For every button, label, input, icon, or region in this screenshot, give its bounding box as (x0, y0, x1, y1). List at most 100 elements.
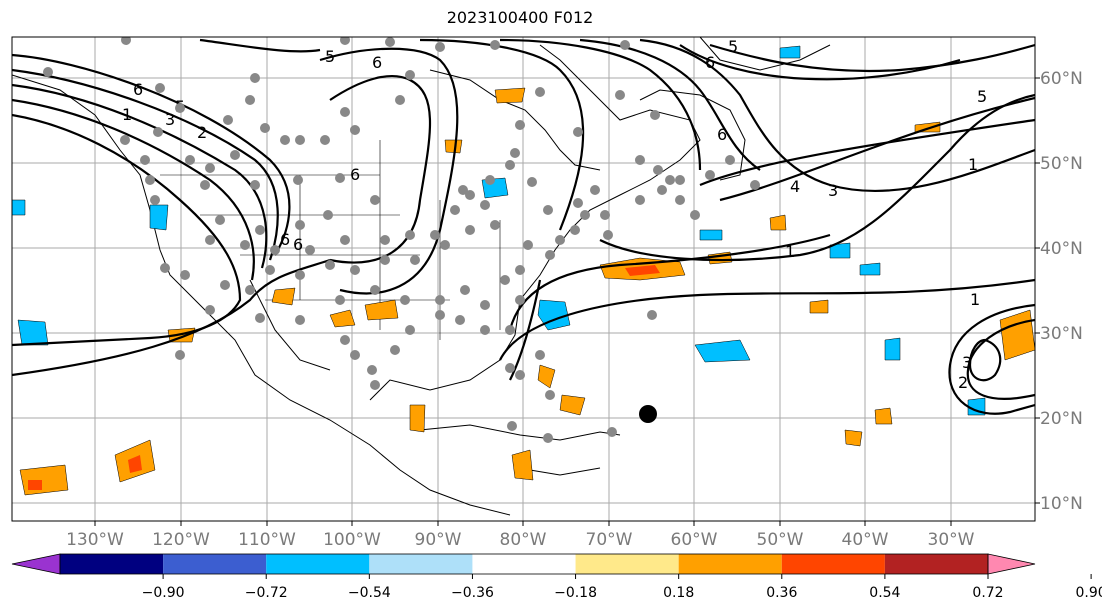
station-dot (705, 170, 715, 180)
station-dot (340, 107, 350, 117)
colorbar-label: 0.72 (972, 585, 1003, 601)
station-dot (405, 70, 415, 80)
colorbar-ticks: −0.90 −0.72 −0.54 −0.36 −0.18 0.18 0.36 0.54 0.7… (142, 574, 1102, 601)
longitude-label: 50°W (757, 530, 804, 550)
station-dot (280, 135, 290, 145)
station-dot (335, 295, 345, 305)
station-dot (185, 155, 195, 165)
colorbar-segment (472, 554, 576, 574)
station-dot (153, 127, 163, 137)
state-borders (160, 140, 501, 340)
station-dot (220, 280, 230, 290)
station-dot (435, 42, 445, 52)
contour-label: 6 (717, 125, 727, 144)
contour-label: 2 (958, 373, 968, 392)
station-dot (215, 215, 225, 225)
station-dot (205, 305, 215, 315)
station-dot (223, 115, 233, 125)
station-dot (543, 205, 553, 215)
longitude-axis: 130°W 120°W 110°W 100°W 90°W 80°W 70°W 60°W 50°W… (66, 521, 975, 550)
storm-center-marker (639, 405, 657, 423)
longitude-label: 110°W (238, 530, 296, 550)
station-dot (515, 120, 525, 130)
station-dot (615, 90, 625, 100)
colorbar (11, 553, 1036, 575)
colorbar-label: 0.18 (663, 585, 694, 601)
station-dot (465, 225, 475, 235)
station-dot (750, 180, 760, 190)
station-dot (160, 263, 170, 273)
longitude-label: 30°W (928, 530, 975, 550)
station-dot (250, 180, 260, 190)
contour-label: 1 (122, 105, 132, 124)
station-dot (390, 345, 400, 355)
station-dot (120, 135, 130, 145)
latitude-label: 50°N (1040, 154, 1083, 174)
station-dot (175, 103, 185, 113)
station-dot (295, 270, 305, 280)
station-dot (150, 195, 160, 205)
station-dot (450, 205, 460, 215)
colorbar-label: −0.54 (348, 585, 391, 601)
station-dot (265, 265, 275, 275)
station-dot (405, 230, 415, 240)
station-dot (295, 135, 305, 145)
station-dot (340, 335, 350, 345)
contour-label: 1 (968, 155, 978, 174)
contour-labels: 5 6 6 5 6 1 3 2 4 6 6 6 5 3 1 1 2 3 6 1 … (122, 37, 987, 392)
contour-label: 2 (197, 123, 207, 142)
station-dot (270, 245, 280, 255)
colorbar-segment (575, 554, 679, 574)
latitude-label: 30°N (1040, 324, 1083, 344)
station-dot (245, 285, 255, 295)
station-dot (205, 235, 215, 245)
station-dot (607, 427, 617, 437)
latitude-label: 60°N (1040, 69, 1083, 89)
longitude-label: 90°W (415, 530, 462, 550)
contour-label: 5 (977, 87, 987, 106)
station-dot (320, 135, 330, 145)
station-dot (430, 230, 440, 240)
station-dot (245, 95, 255, 105)
station-dot (603, 230, 613, 240)
station-dot (573, 198, 583, 208)
contour-label: 6 (133, 80, 143, 99)
station-dot (121, 37, 131, 45)
station-dot (325, 260, 335, 270)
station-dot (255, 225, 265, 235)
station-dot (367, 365, 377, 375)
station-dot (570, 225, 580, 235)
colorbar-extend-low (11, 553, 61, 575)
colorbar-segment (884, 554, 988, 574)
station-dot (653, 165, 663, 175)
station-dot (340, 235, 350, 245)
longitude-label: 40°W (842, 530, 889, 550)
colorbar-segment (781, 554, 885, 574)
colorbar-segment (369, 554, 473, 574)
station-dot (255, 313, 265, 323)
longitude-label: 60°W (671, 530, 718, 550)
contour-lines (12, 38, 1035, 415)
colorbar-label: 0.90 (1076, 585, 1102, 601)
station-dot (370, 285, 380, 295)
station-dot (590, 185, 600, 195)
longitude-label: 130°W (66, 530, 124, 550)
anomaly-shading (12, 45, 1035, 496)
station-dot (295, 220, 305, 230)
colorbar-extend-high (987, 553, 1036, 575)
station-dot (460, 285, 470, 295)
station-dot (43, 67, 53, 77)
station-dot (543, 433, 553, 443)
colorbar-label: −0.18 (554, 585, 597, 601)
station-dot (480, 200, 490, 210)
station-dot (485, 175, 495, 185)
station-dot (507, 421, 517, 431)
station-dot (545, 390, 555, 400)
contour-label: 3 (165, 110, 175, 129)
contour-label: 5 (728, 37, 738, 56)
station-dot (140, 155, 150, 165)
colorbar-label: −0.72 (245, 585, 288, 601)
station-dot (350, 125, 360, 135)
contour-label: 6 (350, 165, 360, 184)
station-dot (435, 310, 445, 320)
